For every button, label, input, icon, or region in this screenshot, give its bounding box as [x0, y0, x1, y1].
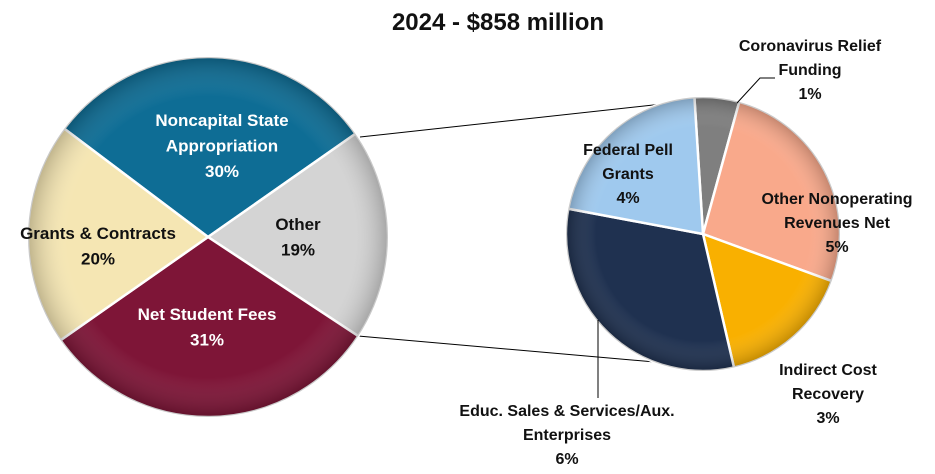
breakout-label-educ-sales-services-aux-enterprises: Educ. Sales & Services/Aux. Enterprises 6% [459, 403, 674, 468]
breakout-label-other-nonoperating-revenues-net: Other Nonoperating Revenues Net 5% [761, 191, 912, 256]
main-value-other: 19% [281, 241, 315, 260]
main-value-grants-contracts: 20% [81, 250, 115, 269]
main-label-net-student-fees: Net Student Fees 31% [138, 305, 277, 350]
breakout-value-coronavirus-relief-funding: 1% [798, 86, 821, 103]
chart-title: 2024 - $858 million [392, 9, 604, 36]
breakout-value-federal-pell-grants: 4% [616, 190, 639, 207]
breakout-value-educ-sales-services-aux-enterprises: 6% [555, 451, 578, 468]
breakout-label-indirect-cost-recovery: Indirect Cost Recovery 3% [779, 362, 877, 427]
breakout-value-indirect-cost-recovery: 3% [816, 410, 839, 427]
breakout-label-coronavirus-relief-funding: Coronavirus Relief Funding 1% [739, 38, 882, 103]
main-label-other: Other 19% [275, 215, 321, 260]
main-label-grants-contracts: Grants & Contracts 20% [20, 224, 176, 269]
main-value-noncapital-state-appropriation: 30% [205, 162, 239, 181]
main-label-noncapital-state-appropriation: Noncapital State Appropriation 30% [155, 111, 288, 181]
breakout-label-federal-pell-grants: Federal Pell Grants 4% [583, 142, 673, 207]
leader-lines [597, 77, 775, 398]
breakout-value-other-nonoperating-revenues-net: 5% [825, 239, 848, 256]
main-value-net-student-fees: 31% [190, 331, 224, 350]
leader-line-coronavirus [736, 77, 775, 104]
breakout-pie [564, 95, 842, 373]
